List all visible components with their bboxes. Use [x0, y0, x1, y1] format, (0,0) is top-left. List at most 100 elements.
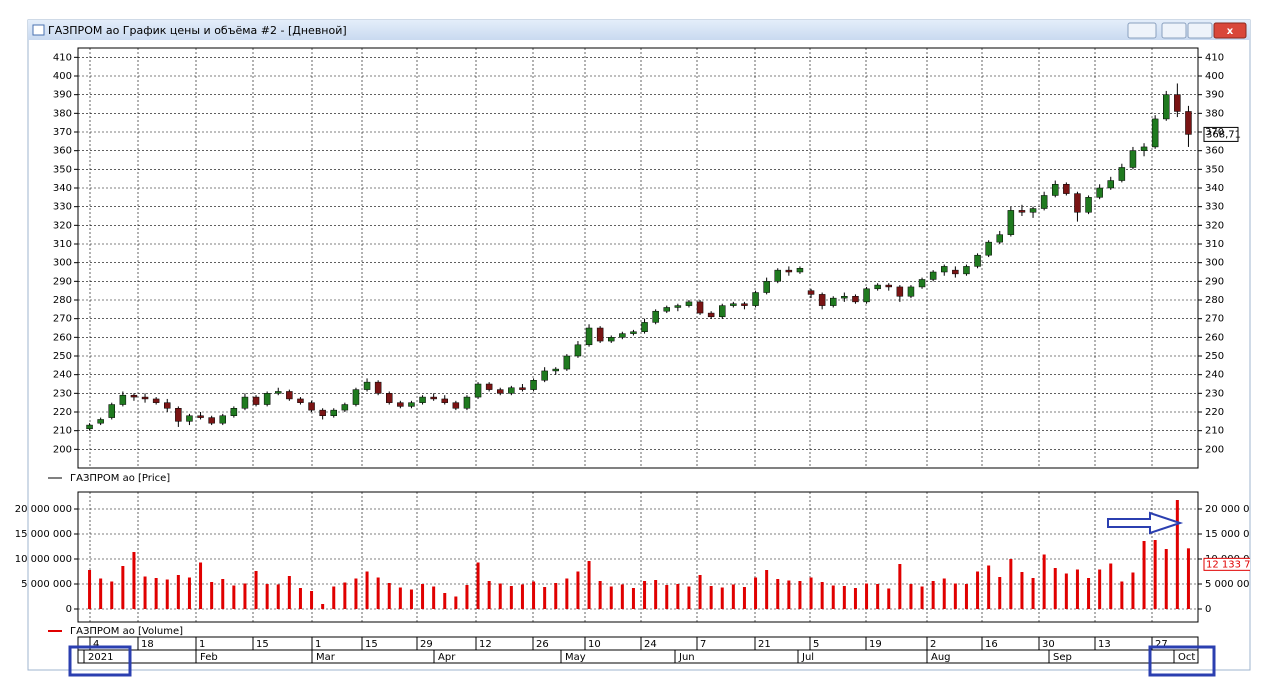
candle-body	[386, 393, 393, 403]
candle-body	[641, 322, 648, 332]
day-label: 18	[141, 639, 154, 650]
volume-bar	[1020, 572, 1024, 609]
day-label: 19	[869, 639, 882, 650]
candle-body	[830, 297, 837, 306]
title-bar	[28, 20, 1250, 40]
volume-bar	[254, 571, 258, 609]
volume-bar	[609, 586, 613, 609]
y2-tick-label: 0	[1205, 604, 1211, 615]
candle-body	[208, 417, 215, 424]
candle-body	[508, 387, 515, 394]
y-tick-label: 260	[53, 332, 72, 343]
y2-tick-label: 410	[1205, 52, 1224, 63]
y-tick-label: 250	[53, 351, 72, 362]
candle-body	[275, 391, 282, 394]
candle-body	[1007, 210, 1015, 235]
candle-body	[452, 402, 460, 409]
y2-tick-label: 340	[1205, 183, 1224, 194]
day-label: 2	[930, 639, 936, 650]
minimize-button[interactable]	[1161, 22, 1187, 39]
candle-body	[896, 286, 904, 297]
candle-body	[252, 396, 260, 405]
candle-body	[474, 383, 482, 398]
arrow	[1107, 511, 1184, 535]
candle-body	[441, 398, 448, 403]
candle-body	[985, 241, 992, 256]
candle-body	[596, 327, 604, 342]
volume-bar	[1064, 573, 1068, 609]
day-label: 26	[536, 639, 549, 650]
candle-body	[652, 310, 659, 323]
volume-bar	[187, 577, 191, 609]
y-tick-label: 340	[53, 183, 72, 194]
candle-body	[907, 286, 915, 297]
close-button[interactable]	[1213, 22, 1247, 39]
volume-bar	[354, 578, 358, 609]
candle-body	[175, 408, 182, 422]
day-label: 4	[93, 639, 99, 650]
candle-body	[608, 337, 615, 342]
candle-body	[397, 402, 404, 407]
candle-body	[341, 404, 349, 411]
tile-button[interactable]	[1127, 22, 1157, 39]
y-tick-label: 20 000 000	[15, 504, 72, 515]
y2-tick-label: 290	[1205, 276, 1224, 287]
right-axis: 200 210 220 230 240 250 260 270 280 290 300 310 320 3…	[1203, 52, 1257, 615]
candle-body	[419, 396, 426, 403]
y2-tick-label: 350	[1205, 164, 1224, 175]
maximize-button[interactable]	[1187, 22, 1213, 39]
volume-bar	[509, 586, 513, 609]
volume-bar	[476, 562, 480, 609]
volume-bar	[432, 586, 436, 609]
candle-body	[563, 355, 571, 370]
volume-bar	[654, 580, 658, 609]
volume-bar	[1153, 540, 1157, 609]
candle-body	[408, 402, 415, 407]
last-value-label: 12 133 76	[1206, 559, 1257, 570]
volume-bar	[376, 577, 380, 609]
volume-bar	[798, 581, 802, 609]
volume-plot	[77, 491, 1199, 623]
y-tick-label: 200	[53, 444, 72, 455]
month-label: Oct	[1178, 652, 1195, 663]
window-icon	[32, 24, 45, 36]
y2-tick-label: 250	[1205, 351, 1224, 362]
volume-bar	[765, 570, 769, 609]
highlight-box	[68, 645, 132, 677]
candle-body	[552, 368, 559, 372]
y2-tick-label: 320	[1205, 220, 1224, 231]
volume-bar	[865, 583, 869, 609]
volume-bar	[532, 581, 536, 609]
volume-bar	[1075, 569, 1079, 609]
day-label: 7	[700, 639, 706, 650]
volume-bar	[820, 582, 824, 609]
month-label: Jun	[678, 652, 695, 663]
volume-bar	[1175, 500, 1179, 609]
volume-bar	[99, 578, 103, 609]
volume-bar	[409, 589, 413, 609]
volume-bar	[232, 585, 236, 609]
candle-body	[852, 296, 859, 303]
volume-bar	[576, 571, 580, 609]
y2-tick-label: 230	[1205, 388, 1224, 399]
volume-bar	[321, 604, 325, 609]
y-tick-label: 300	[53, 258, 72, 269]
candle-body	[363, 381, 371, 390]
candle-body	[97, 419, 104, 424]
candle-body	[663, 307, 670, 312]
y-tick-label: 5 000 000	[21, 579, 72, 590]
volume-bar	[920, 586, 924, 609]
y-tick-label: 350	[53, 164, 72, 175]
candle-body	[741, 303, 748, 306]
volume-bar	[831, 585, 835, 609]
price-legend: ГАЗПРОМ ао [Price]	[70, 473, 170, 484]
volume-bar	[343, 582, 347, 609]
volume-bar	[754, 577, 758, 609]
y-tick-label: 220	[53, 407, 72, 418]
volume-bar	[110, 581, 114, 609]
volume-bar	[176, 575, 180, 609]
volume-bar	[964, 584, 968, 609]
highlight-box	[1148, 645, 1216, 677]
volume-bar	[199, 562, 203, 609]
candle-body	[807, 290, 815, 295]
